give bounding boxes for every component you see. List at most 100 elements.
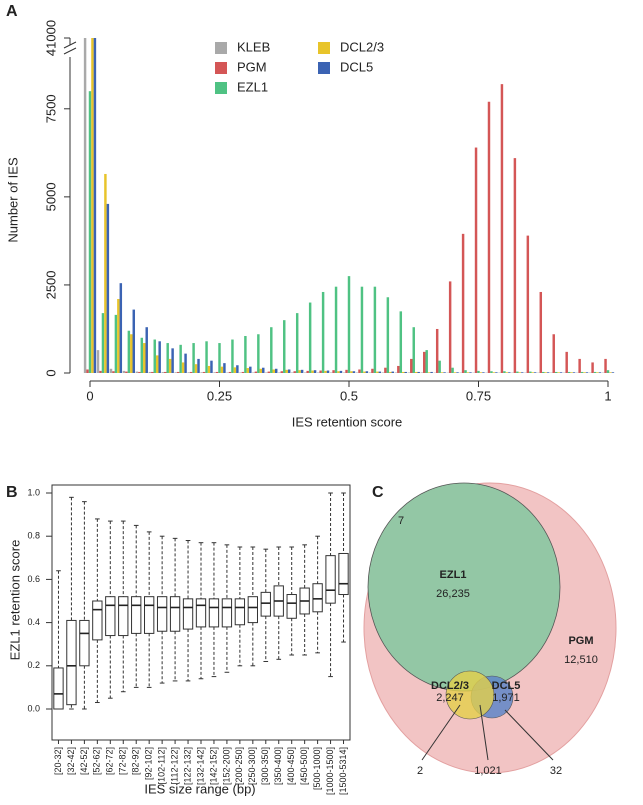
bar [128,331,130,373]
bar [177,372,179,373]
x-tick-label: [102-112] [157,747,167,784]
bar [369,372,371,373]
bar [384,368,386,373]
venn-count: 2 [417,765,423,777]
bar [187,372,189,373]
legend-label: DCL2/3 [340,39,384,54]
bar [182,362,184,373]
legend-label: DCL5 [340,59,373,74]
bar [184,354,186,373]
x-tick-label: 0.5 [340,388,358,403]
box [313,584,322,612]
bar [236,365,238,373]
bar [110,369,112,373]
bar [89,91,91,373]
y-tick-label: 41000 [43,20,58,56]
bar [86,369,88,373]
bar [413,327,415,373]
box [326,556,335,604]
bar [130,334,132,373]
bar [306,371,308,373]
set-name: PGM [568,635,593,647]
set-name: EZL1 [440,569,467,581]
bar [314,370,316,373]
bar [327,371,329,373]
bar [449,281,451,373]
bar [291,372,293,373]
bar [397,366,399,373]
bar [179,345,181,373]
bar [229,372,231,373]
bar [527,236,529,373]
x-tick-label: [32-42] [66,747,76,775]
bar [275,369,277,373]
bar [242,372,244,373]
bar [164,372,166,373]
bar [330,372,332,373]
box [196,599,205,627]
bar [281,371,283,373]
legend-swatch [318,62,330,74]
bar [456,372,458,373]
bar [404,372,406,373]
bar [503,371,505,373]
bar [260,369,262,373]
x-tick-label: [132-142] [195,747,205,785]
bar [104,174,106,373]
bar [226,372,228,373]
bar [410,359,412,373]
bar [557,372,559,373]
legend-swatch [215,62,227,74]
y-tick-label: 7500 [43,94,58,123]
bar [309,303,311,373]
bar [192,343,194,373]
x-tick-label: 1 [604,388,611,403]
box [54,668,63,709]
bar [408,372,410,373]
bar [102,313,104,373]
bar [84,38,86,373]
bar [591,362,593,373]
bar [221,367,223,373]
box [67,620,76,704]
bar [607,370,609,373]
venn-count: 2,247 [436,692,464,704]
bar [249,367,251,373]
box [132,597,141,634]
y-axis-label: EZL1 retention score [7,540,22,661]
panel-label: C [372,484,384,501]
bar [529,372,531,373]
bar [143,343,145,373]
bar [421,372,423,373]
box [80,620,89,665]
x-tick-label: [200-250] [234,747,244,785]
bar [125,372,127,373]
bar [438,361,440,373]
bar [99,371,101,373]
x-tick-label: [1000-1500] [325,747,335,795]
bar [581,372,583,373]
bar [162,372,164,373]
bar [270,327,272,373]
bar [443,372,445,373]
bar [402,372,404,373]
bar [387,297,389,373]
y-tick-label: 0.8 [27,531,40,541]
bar [200,372,202,373]
x-tick-label: 0.25 [207,388,232,403]
bar [379,372,381,373]
bar [255,372,257,373]
box [157,597,166,632]
y-tick-label: 0.0 [27,703,40,713]
x-tick-label: [1500-5314] [338,747,348,795]
bar [262,368,264,373]
bar [596,372,598,373]
bar [91,38,93,373]
bar [417,372,419,373]
box [106,597,115,636]
x-tick-label: [112-122] [169,747,179,784]
bar [158,341,160,373]
bar [348,276,350,373]
bar [553,334,555,373]
bar [573,372,575,373]
